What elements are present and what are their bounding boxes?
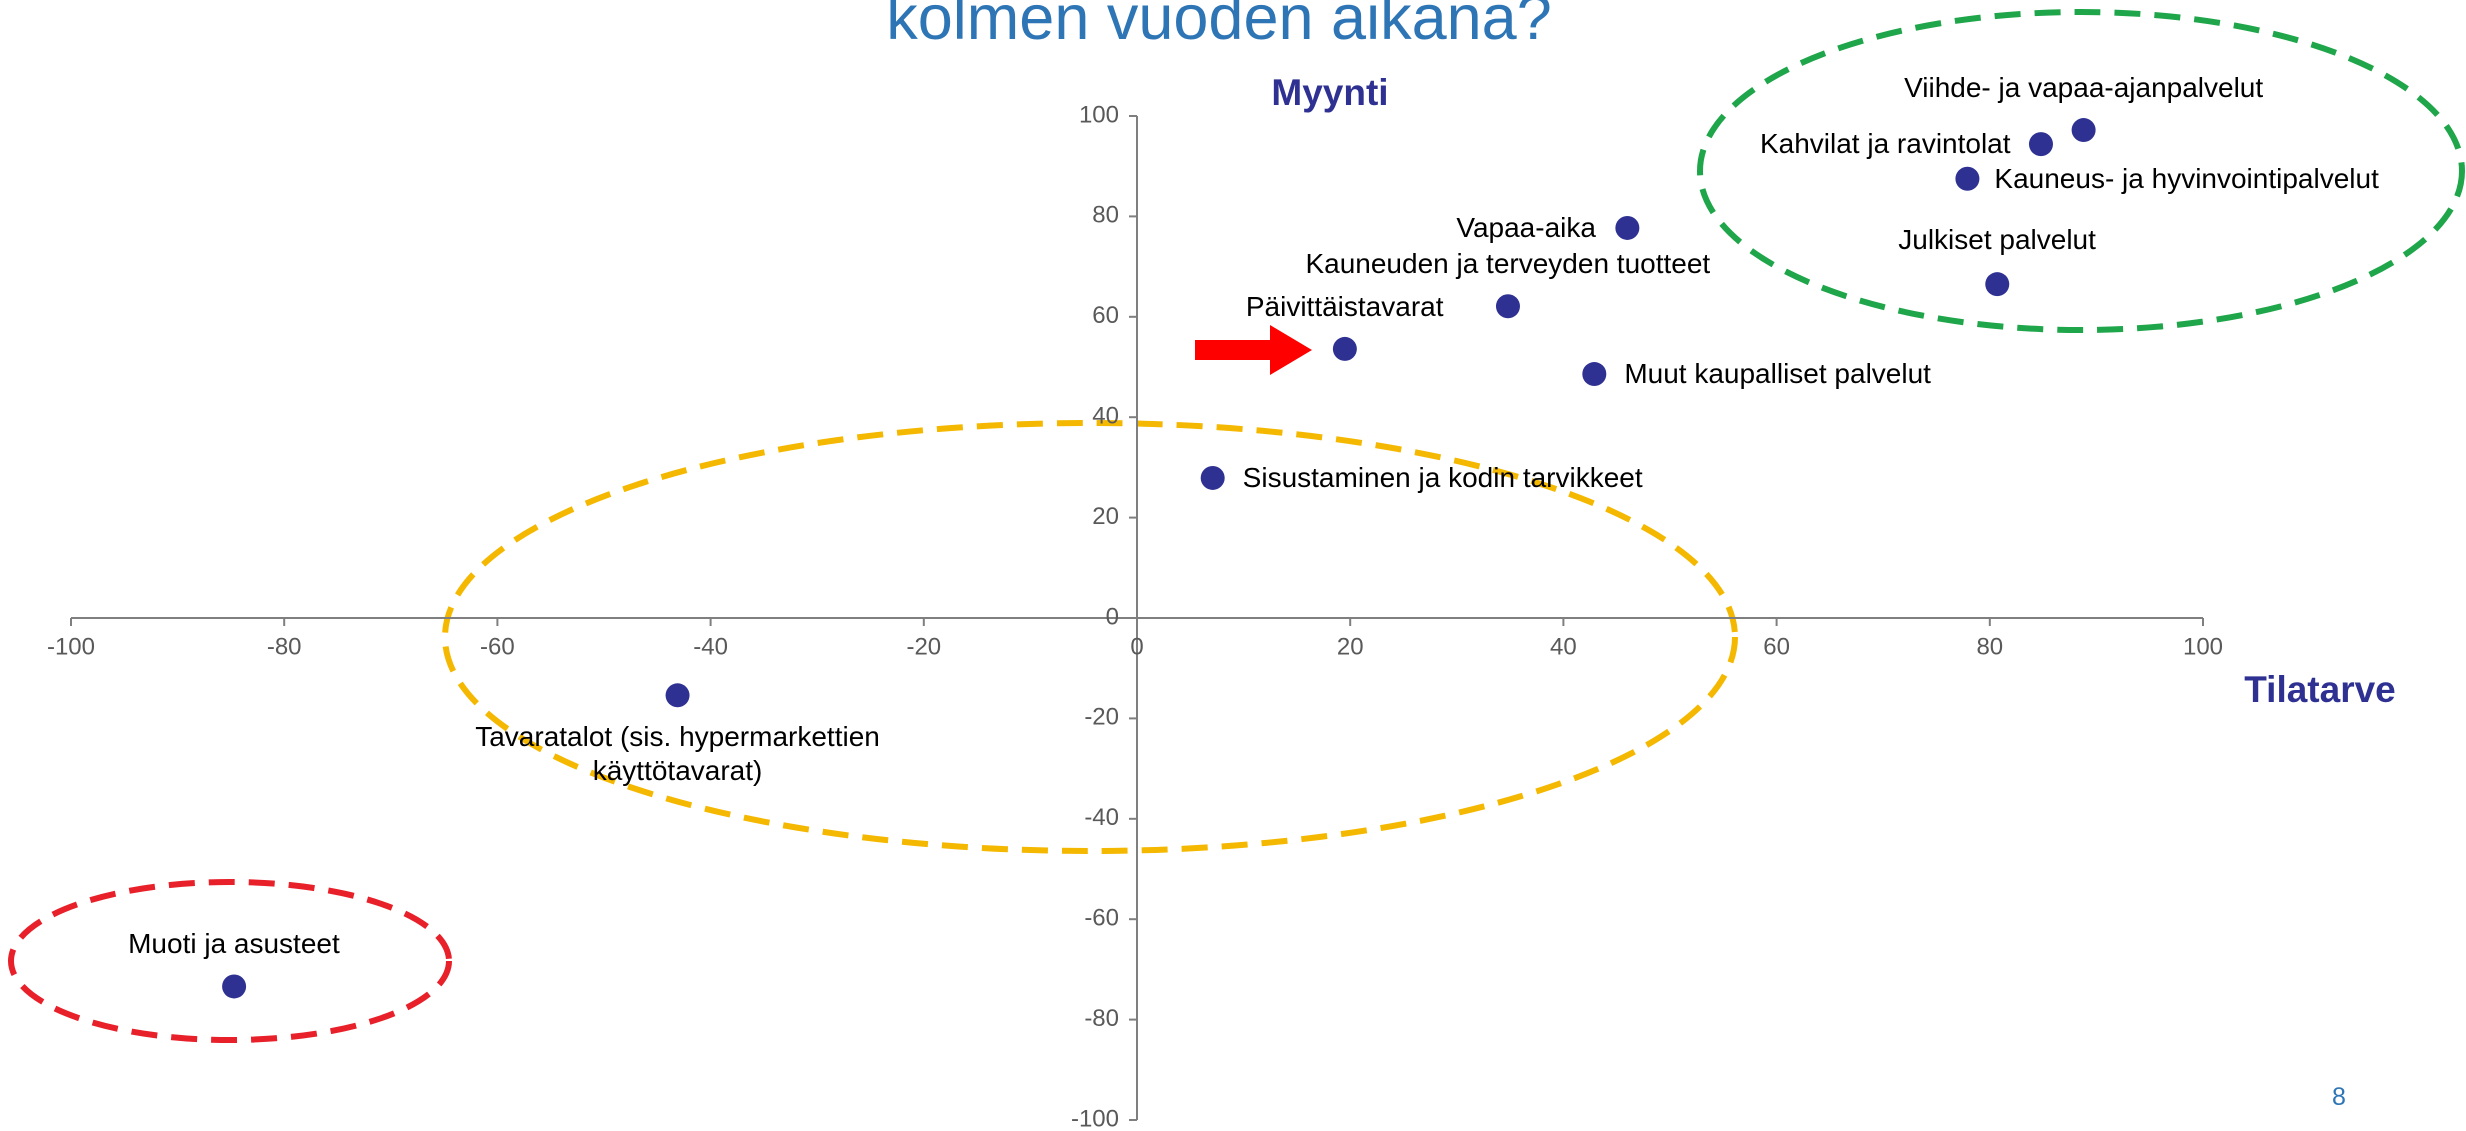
x-tick-label: 20 <box>1337 633 1364 660</box>
point <box>1985 272 2010 297</box>
point-label: Tavaratalot (sis. hypermarkettien käyttö… <box>475 721 880 787</box>
x-tick-label: 40 <box>1550 633 1577 660</box>
y-tick-label: -60 <box>1084 905 1119 932</box>
point-label: Julkiset palvelut <box>1898 224 2096 256</box>
point <box>1582 362 1607 387</box>
point-label: Viihde- ja vapaa-ajanpalvelut <box>1904 72 2264 104</box>
group-ellipse <box>442 420 1738 854</box>
y-tick-label: 80 <box>1092 202 1119 229</box>
y-tick-label: 20 <box>1092 503 1119 530</box>
slide-title: kolmen vuoden aikana? <box>886 0 1551 53</box>
point <box>1955 166 1980 191</box>
y-tick-label: 0 <box>1106 603 1119 630</box>
x-tick-label: -40 <box>693 633 728 660</box>
point-label: Kauneus- ja hyvinvointipalvelut <box>1994 162 2379 194</box>
y-tick-label: 60 <box>1092 302 1119 329</box>
x-tick-label: -80 <box>267 633 302 660</box>
point <box>665 683 690 708</box>
group-ellipse <box>8 879 452 1043</box>
group-ellipse <box>1697 9 2465 333</box>
point-label: Kahvilat ja ravintolat <box>1759 128 2011 160</box>
point <box>222 974 247 999</box>
y-tick-label: -100 <box>1071 1105 1119 1131</box>
point-label: Muut kaupalliset palvelut <box>1624 358 1931 390</box>
y-tick-label: -20 <box>1084 704 1119 731</box>
point-label: Vapaa-aika <box>1456 211 1596 243</box>
arrow <box>1195 325 1312 375</box>
x-axis-label: Tilatarve <box>2244 669 2396 710</box>
y-axis-label: Myynti <box>1271 72 1388 113</box>
x-tick-label: 100 <box>2183 633 2223 660</box>
page-number: 8 <box>2332 1083 2346 1111</box>
x-tick-label: -60 <box>480 633 515 660</box>
point <box>2071 118 2096 143</box>
point-label: Päivittäistavarat <box>1245 290 1444 322</box>
point-label: Muoti ja asusteet <box>128 928 340 960</box>
point <box>1200 465 1225 490</box>
point <box>1615 215 1640 240</box>
x-tick-label: -20 <box>906 633 941 660</box>
y-tick-label: -80 <box>1084 1005 1119 1032</box>
point <box>2028 132 2053 157</box>
y-tick-label: 40 <box>1092 403 1119 430</box>
point-label: Sisustaminen ja kodin tarvikkeet <box>1242 461 1643 493</box>
x-tick-label: 80 <box>1976 633 2003 660</box>
x-tick-label: -100 <box>47 633 95 660</box>
x-tick-label: 0 <box>1130 633 1143 660</box>
x-tick-label: 60 <box>1763 633 1790 660</box>
point <box>1332 336 1357 361</box>
point-label: Kauneuden ja terveyden tuotteet <box>1305 248 1711 280</box>
point <box>1495 294 1520 319</box>
y-tick-label: 100 <box>1079 101 1119 128</box>
y-tick-label: -40 <box>1084 804 1119 831</box>
